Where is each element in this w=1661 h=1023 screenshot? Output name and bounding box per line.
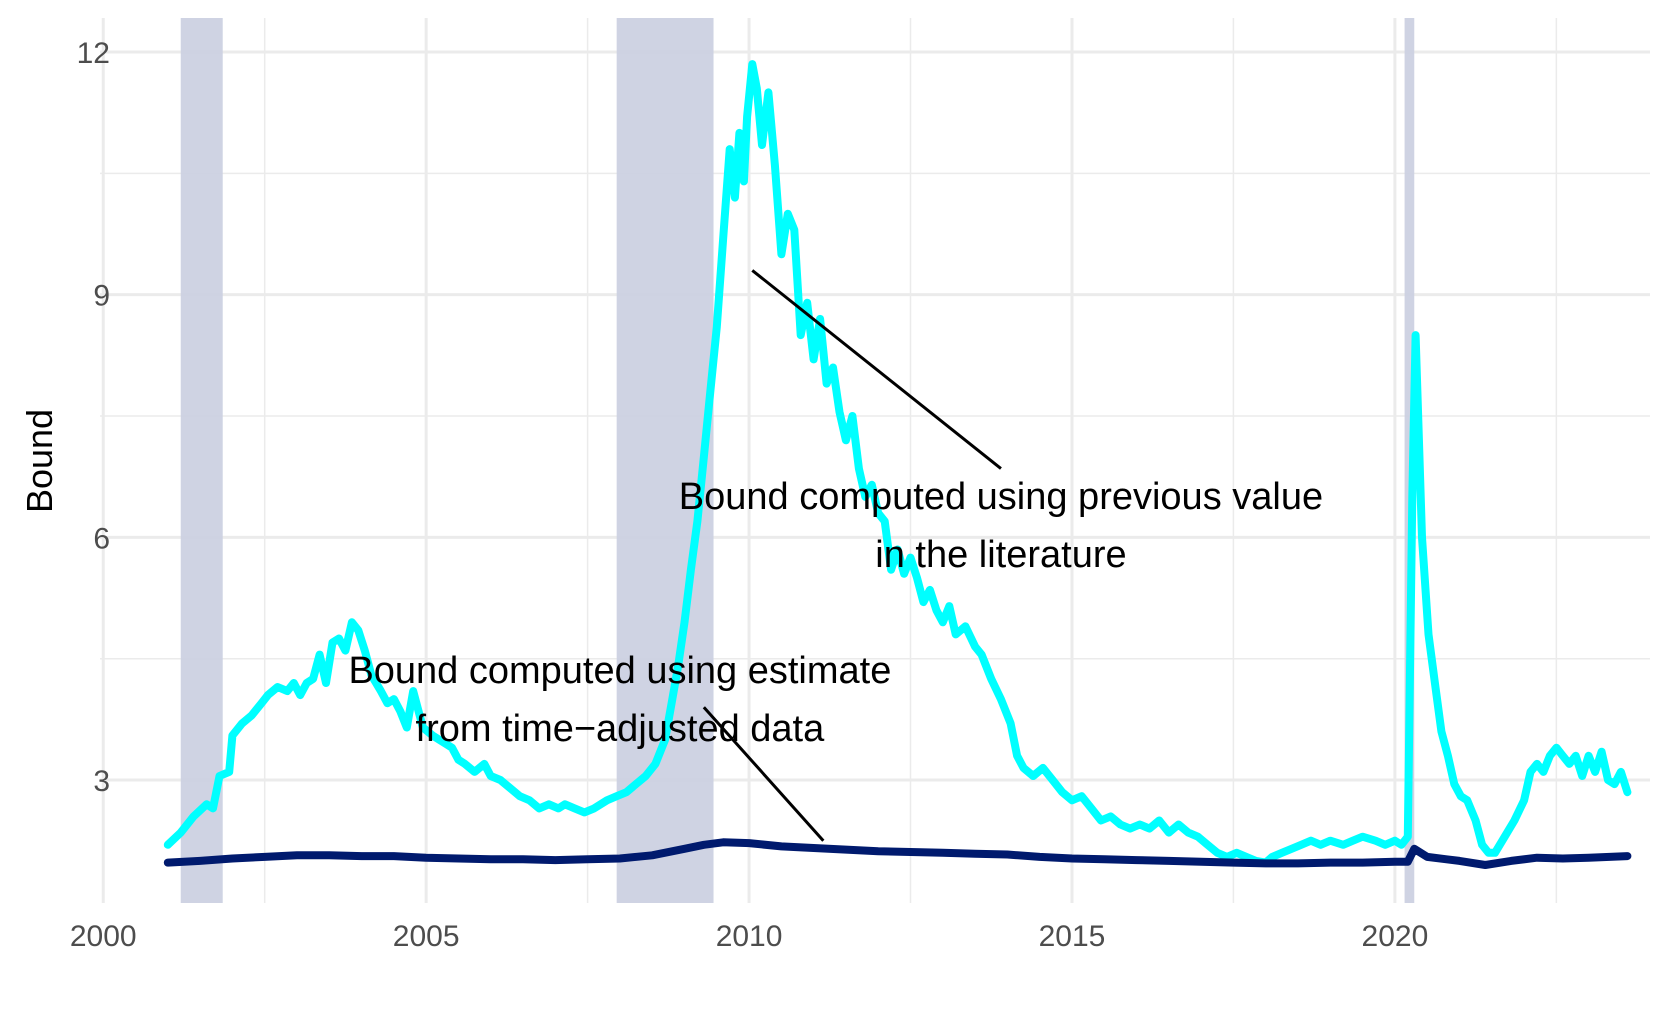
x-tick-label: 2000 xyxy=(70,920,137,953)
y-tick-label: 9 xyxy=(93,280,110,313)
recession-band xyxy=(180,18,223,903)
x-tick-label: 2015 xyxy=(1039,920,1106,953)
x-tick-label: 2020 xyxy=(1362,920,1429,953)
y-tick-label: 6 xyxy=(93,522,110,555)
y-tick-label: 3 xyxy=(93,765,110,798)
annotation-label: Bound computed using estimate from time−a… xyxy=(348,650,891,750)
recession-band xyxy=(616,18,714,903)
series-lines xyxy=(163,60,1632,869)
recession-shading xyxy=(180,18,1415,903)
x-tick-label: 2005 xyxy=(393,920,460,953)
y-tick-label: 12 xyxy=(77,37,110,70)
annotation-label-line: in the literature xyxy=(875,534,1126,576)
annotation-label-line: from time−adjusted data xyxy=(416,708,826,750)
grid xyxy=(100,18,1650,903)
x-tick-label: 2010 xyxy=(716,920,783,953)
axes: 2000 2005 2010 2015 2020 3 6 9 12 xyxy=(70,37,1428,953)
series-line-time-adjusted xyxy=(163,838,1632,869)
annotations: Bound computed using previous value in th… xyxy=(348,269,1323,842)
annotation-label: Bound computed using previous value in th… xyxy=(679,476,1323,576)
annotation-label-line: Bound computed using previous value xyxy=(679,476,1323,518)
series-line-previous-value xyxy=(163,60,1632,867)
y-axis-title: Bound xyxy=(19,409,60,513)
annotation-pointer xyxy=(702,706,825,842)
annotation-label-line: Bound computed using estimate xyxy=(348,650,891,692)
annotation-pointer xyxy=(751,269,1002,470)
